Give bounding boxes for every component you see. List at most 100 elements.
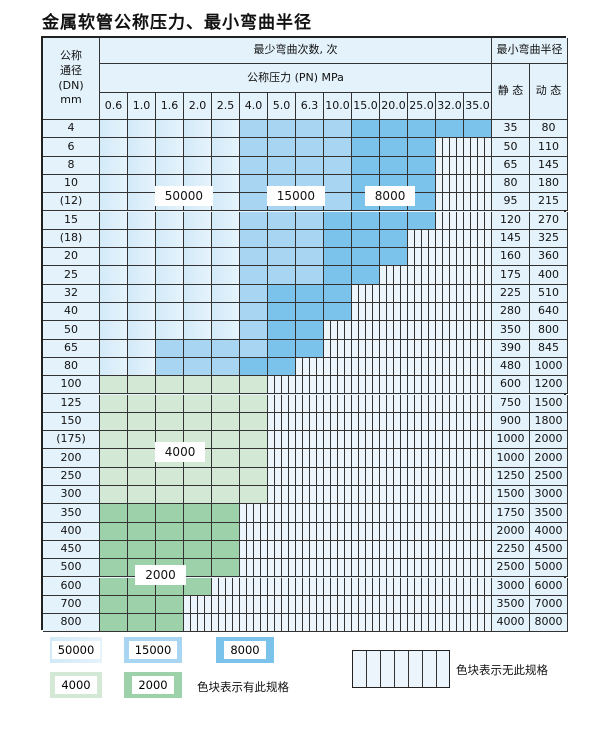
no-spec-cell (464, 504, 492, 523)
static-radius-cell: 1000 (492, 431, 530, 450)
spec-cell (128, 614, 156, 633)
no-spec-cell (352, 522, 380, 541)
spec-cell (184, 211, 212, 230)
spec-table: 公称 通径 (DN) mm 最少弯曲次数, 次公称压力 (PN) MPa 0.6 1.… (41, 36, 568, 633)
no-spec-cell (380, 431, 408, 450)
spec-cell (212, 486, 240, 505)
spec-cell (156, 266, 184, 285)
spec-cell (212, 156, 240, 175)
spec-cell (324, 156, 352, 175)
spec-cell (212, 339, 240, 358)
region-label-8000: 8000 (364, 185, 416, 206)
dn-cell: 125 (43, 394, 100, 413)
spec-cell (184, 376, 212, 395)
spec-cell (296, 339, 324, 358)
static-radius-cell: 4000 (492, 614, 530, 633)
dynamic-radius-cell: 80 (530, 120, 568, 139)
spec-cell (212, 376, 240, 395)
pressure-header: 公称压力 (PN) MPa (100, 64, 492, 93)
no-spec-cell (296, 357, 324, 377)
dynamic-header: 动 态 (530, 64, 568, 120)
spec-cell (352, 156, 380, 175)
spec-cell (128, 229, 156, 249)
spec-cell (156, 339, 184, 358)
no-spec-cell (408, 394, 436, 413)
spec-cell (324, 174, 352, 194)
dynamic-radius-cell: 8000 (530, 614, 568, 633)
static-radius-cell: 1500 (492, 486, 530, 505)
dn-cell: (18) (43, 229, 100, 249)
dn-cell: 6 (43, 138, 100, 157)
legend-has-spec: 色块表示有此规格 (197, 680, 289, 694)
no-spec-cell (380, 504, 408, 523)
spec-cell (156, 156, 184, 175)
no-spec-cell (464, 522, 492, 541)
spec-cell (184, 229, 212, 249)
spec-cell (240, 174, 268, 194)
spec-cell (240, 449, 268, 468)
static-radius-cell: 390 (492, 339, 530, 358)
dn-cell: 800 (43, 614, 100, 633)
spec-cell (184, 138, 212, 157)
no-spec-cell (352, 449, 380, 468)
spec-cell (100, 376, 128, 395)
spec-cell (128, 412, 156, 432)
spec-cell (128, 376, 156, 395)
no-spec-cell (212, 614, 240, 633)
static-radius-cell: 1250 (492, 467, 530, 486)
spec-cell (296, 248, 324, 267)
spec-cell (184, 248, 212, 267)
pressure-col-header: 4.0 (240, 93, 268, 120)
pressure-col-header: 35.0 (464, 93, 492, 120)
no-spec-cell (408, 486, 436, 505)
no-spec-cell (380, 357, 408, 377)
spec-cell (212, 193, 240, 212)
legend-hatch-swatch (352, 650, 450, 688)
min-radius-header: 最小弯曲半径 (492, 38, 568, 64)
dynamic-radius-cell: 3500 (530, 504, 568, 523)
pressure-col-header: 2.5 (212, 93, 240, 120)
no-spec-cell (436, 357, 464, 377)
spec-cell (324, 138, 352, 157)
no-spec-cell (380, 266, 408, 285)
spec-cell (212, 467, 240, 486)
no-spec-cell (464, 303, 492, 322)
no-spec-cell (408, 559, 436, 578)
no-spec-cell (296, 522, 324, 541)
spec-cell (352, 211, 380, 230)
spec-cell (184, 156, 212, 175)
spec-cell (100, 595, 128, 615)
dn-cell: 300 (43, 486, 100, 505)
spec-cell (184, 303, 212, 322)
no-spec-cell (268, 431, 296, 450)
no-spec-cell (464, 467, 492, 486)
spec-cell (100, 211, 128, 230)
no-spec-cell (324, 577, 352, 596)
dn-cell: 500 (43, 559, 100, 578)
spec-cell (212, 284, 240, 303)
no-spec-cell (324, 449, 352, 468)
dn-cell: 150 (43, 412, 100, 432)
no-spec-cell (352, 412, 380, 432)
no-spec-cell (268, 577, 296, 596)
spec-cell (408, 138, 436, 157)
no-spec-cell (408, 248, 436, 267)
no-spec-cell (380, 559, 408, 578)
spec-cell (184, 120, 212, 139)
no-spec-cell (380, 449, 408, 468)
spec-cell (240, 486, 268, 505)
dynamic-radius-cell: 7000 (530, 595, 568, 615)
dn-cell: 4 (43, 120, 100, 139)
no-spec-cell (296, 504, 324, 523)
spec-cell (156, 120, 184, 139)
no-spec-cell (296, 394, 324, 413)
static-radius-cell: 2250 (492, 540, 530, 560)
no-spec-cell (436, 394, 464, 413)
dynamic-radius-cell: 1500 (530, 394, 568, 413)
spec-cell (324, 229, 352, 249)
spec-cell (324, 303, 352, 322)
spec-cell (156, 321, 184, 340)
no-spec-cell (352, 321, 380, 340)
no-spec-cell (296, 449, 324, 468)
spec-cell (184, 394, 212, 413)
